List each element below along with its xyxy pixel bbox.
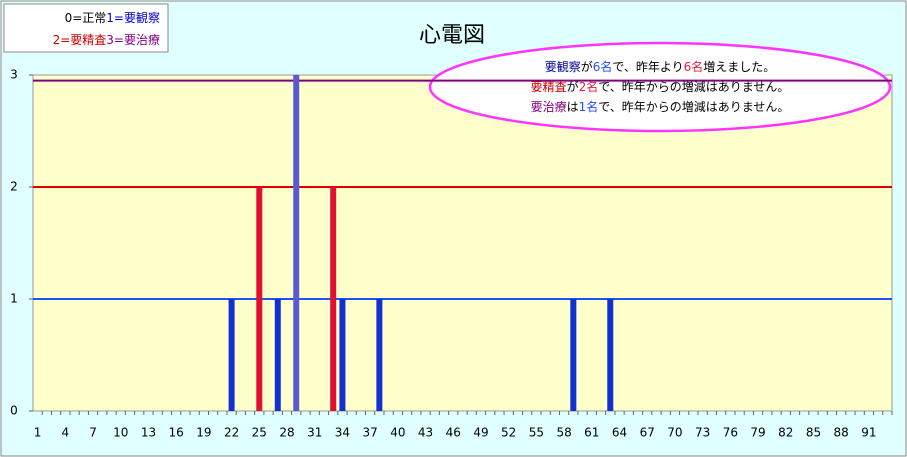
x-tick-label: 25 bbox=[252, 426, 267, 440]
bar bbox=[256, 187, 263, 411]
x-tick-label: 85 bbox=[806, 426, 821, 440]
x-tick-label: 58 bbox=[556, 426, 571, 440]
x-tick-label: 37 bbox=[362, 426, 377, 440]
bar bbox=[228, 299, 235, 411]
annotation-line: 要観察が6名で、昨年より6名増えました。 bbox=[545, 59, 776, 74]
x-tick-label: 70 bbox=[667, 426, 682, 440]
y-tick-label: 0 bbox=[10, 404, 18, 418]
x-tick-label: 7 bbox=[89, 426, 97, 440]
bar bbox=[339, 299, 346, 411]
x-tick-label: 31 bbox=[307, 426, 322, 440]
annotation-ellipse bbox=[428, 41, 892, 133]
x-tick-label: 61 bbox=[584, 426, 599, 440]
annotation-line-part: 6名 bbox=[684, 59, 704, 74]
plot-area bbox=[32, 74, 893, 412]
bar bbox=[376, 299, 383, 411]
x-tick-label: 52 bbox=[501, 426, 516, 440]
y-tick-label: 1 bbox=[10, 292, 18, 306]
x-tick-label: 1 bbox=[34, 426, 42, 440]
legend-entry-part: 0=正常 bbox=[65, 11, 107, 25]
bar bbox=[607, 299, 614, 411]
annotation-line-part: で、昨年からの増減はありません。 bbox=[598, 79, 789, 94]
x-tick-label: 13 bbox=[141, 426, 156, 440]
annotation-line-part: 要治療 bbox=[531, 100, 567, 114]
bar bbox=[274, 299, 281, 411]
annotation-line: 要治療は1名で、昨年からの増減はありません。 bbox=[531, 99, 790, 114]
x-tick-label: 43 bbox=[418, 426, 433, 440]
annotation-line-part: が bbox=[567, 79, 579, 94]
legend-entry-part: 2=要精査 bbox=[53, 33, 107, 47]
bar bbox=[330, 187, 337, 411]
x-tick-label: 19 bbox=[196, 426, 211, 440]
x-tick-label: 91 bbox=[861, 426, 876, 440]
annotation-line-part: で、昨年より bbox=[612, 60, 683, 74]
x-tick-label: 49 bbox=[473, 426, 488, 440]
annotation-line-part: 1名 bbox=[579, 99, 599, 114]
x-tick-label: 4 bbox=[62, 426, 70, 440]
bar bbox=[570, 299, 577, 411]
x-tick-label: 28 bbox=[279, 426, 294, 440]
legend-entry-part: 1=要観察 bbox=[106, 11, 160, 25]
x-tick-label: 88 bbox=[834, 426, 849, 440]
x-tick-label: 16 bbox=[169, 426, 184, 440]
annotation-line-part: 要精査 bbox=[531, 80, 567, 94]
x-tick-label: 79 bbox=[750, 426, 765, 440]
y-tick-label: 2 bbox=[10, 180, 18, 194]
x-tick-label: 10 bbox=[113, 426, 128, 440]
x-tick-label: 55 bbox=[529, 426, 544, 440]
x-tick-label: 73 bbox=[695, 426, 710, 440]
y-tick-label: 3 bbox=[10, 68, 18, 82]
legend-entry: 0=正常1=要観察 bbox=[65, 11, 160, 25]
x-tick-label: 76 bbox=[723, 426, 738, 440]
annotation-line-part: 増えました。 bbox=[703, 60, 775, 74]
chart-title: 心電図 bbox=[419, 23, 485, 48]
annotation-line-part: が bbox=[581, 59, 593, 74]
x-tick-label: 34 bbox=[335, 426, 350, 440]
annotation-line-part: は bbox=[567, 100, 579, 114]
bar bbox=[293, 75, 300, 411]
x-tick-label: 82 bbox=[778, 426, 793, 440]
annotation-line-part: 6名 bbox=[593, 59, 613, 74]
legend-entry-part: 3=要治療 bbox=[106, 33, 160, 47]
x-tick-label: 22 bbox=[224, 426, 239, 440]
legend-entry: 2=要精査3=要治療 bbox=[53, 33, 160, 47]
x-tick-label: 40 bbox=[390, 426, 405, 440]
annotation-line: 要精査が2名で、昨年からの増減はありません。 bbox=[531, 79, 790, 94]
legend-box bbox=[3, 3, 169, 53]
x-tick-label: 46 bbox=[446, 426, 461, 440]
x-tick-label: 67 bbox=[640, 426, 655, 440]
annotation-line-part: 要観察 bbox=[545, 60, 581, 74]
annotation-line-part: で、昨年からの増減はありません。 bbox=[598, 99, 789, 114]
x-tick-label: 64 bbox=[612, 426, 627, 440]
annotation-line-part: 2名 bbox=[579, 79, 599, 94]
